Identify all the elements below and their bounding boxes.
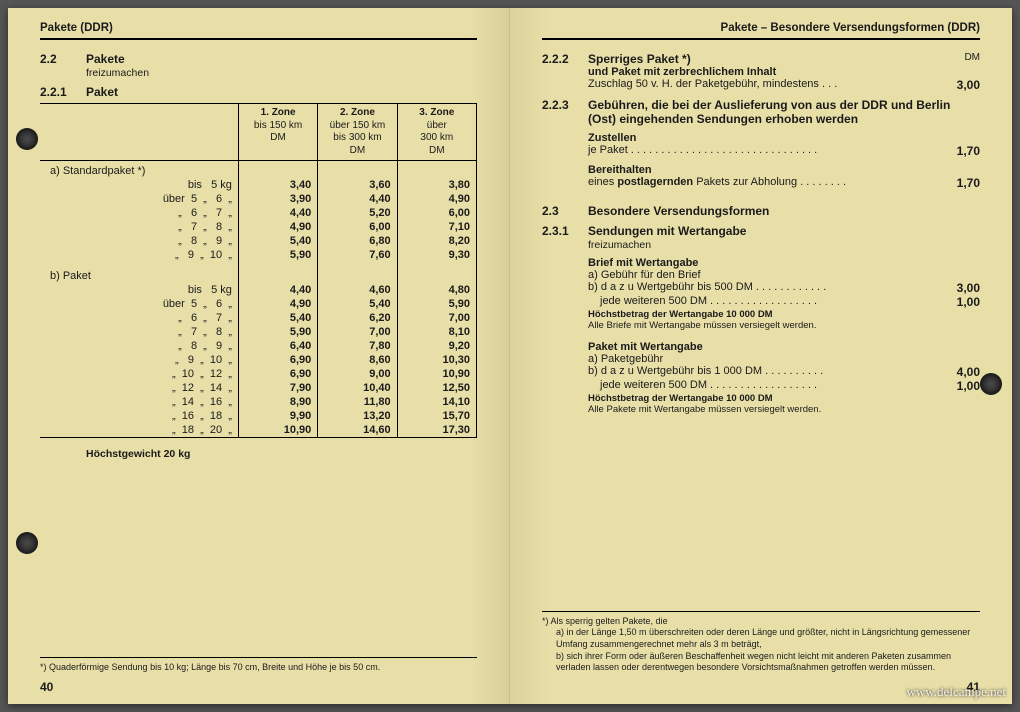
footnote-a: a) in der Länge 1,50 m überschreiten ode… <box>556 627 980 650</box>
book-spread: Pakete (DDR) 2.2 Pakete freizumachen 2.2… <box>8 8 1012 704</box>
section-num: 2.2.1 <box>40 85 86 99</box>
label: Bereithalten <box>588 164 980 176</box>
right-footnote: *) Als sperrig gelten Pakete, die a) in … <box>542 611 980 674</box>
text: b) d a z u Wertgebühr bis 500 DM . . . .… <box>588 281 940 293</box>
footnote-b: b) sich ihrer Form oder äußeren Beschaff… <box>556 651 980 674</box>
price: 1,00 <box>940 295 980 309</box>
price: 3,00 <box>940 281 980 295</box>
line: a) Paketgebühr <box>588 353 980 365</box>
page-right: Pakete – Besondere Versendungsformen (DD… <box>510 8 1012 704</box>
price: 1,70 <box>940 144 980 158</box>
binder-hole <box>16 128 38 150</box>
section-2-2: 2.2 Pakete freizumachen <box>40 52 477 79</box>
price: 1,70 <box>940 176 980 190</box>
footnote-lead: *) Als sperrig gelten Pakete, die <box>542 616 980 628</box>
section-num: 2.2.3 <box>542 98 588 190</box>
left-footnote: *) Quaderförmige Sendung bis 10 kg; Läng… <box>40 657 477 674</box>
section-subtext: freizumachen <box>86 67 477 79</box>
section-2-2-2: 2.2.2 Sperriges Paket *) DM und Paket mi… <box>542 52 980 92</box>
note: Alle Pakete mit Wertangabe müssen versie… <box>588 404 980 415</box>
section-2-2-1: 2.2.1 Paket <box>40 85 477 99</box>
label: Zustellen <box>588 132 980 144</box>
watermark: www.delcampe.net <box>906 684 1006 700</box>
section-2-3-1: 2.3.1 Sendungen mit Wertangabe freizumac… <box>542 224 980 415</box>
text: eines postlagernden Pakets zur Abholung … <box>588 176 846 188</box>
max-weight-note: Höchstgewicht 20 kg <box>86 448 477 460</box>
price: 4,00 <box>940 365 980 379</box>
brief-title: Brief mit Wertangabe <box>588 257 980 269</box>
section-title: Gebühren, die bei der Auslieferung von a… <box>588 98 980 126</box>
note: Höchstbetrag der Wertangabe 10 000 DM <box>588 309 980 320</box>
price: 1,00 <box>940 379 980 393</box>
text: Zuschlag 50 v. H. der Paketgebühr, minde… <box>588 78 940 90</box>
text: jede weiteren 500 DM . . . . . . . . . .… <box>600 379 940 391</box>
binder-hole <box>16 532 38 554</box>
note: Alle Briefe mit Wertangabe müssen versie… <box>588 320 980 331</box>
binder-hole <box>980 373 1002 395</box>
section-title: Sendungen mit Wertangabe <box>588 224 980 238</box>
section-2-2-3: 2.2.3 Gebühren, die bei der Auslieferung… <box>542 98 980 190</box>
dm-label: DM <box>964 52 980 63</box>
page-left: Pakete (DDR) 2.2 Pakete freizumachen 2.2… <box>8 8 510 704</box>
header-title: Pakete (DDR) <box>40 22 113 34</box>
line: a) Gebühr für den Brief <box>588 269 980 281</box>
text: jede weiteren 500 DM . . . . . . . . . .… <box>600 295 940 307</box>
section-title: Sperriges Paket *) <box>588 52 691 66</box>
note: Höchstbetrag der Wertangabe 10 000 DM <box>588 393 980 404</box>
text: b) d a z u Wertgebühr bis 1 000 DM . . .… <box>588 365 940 377</box>
section-title: Paket <box>86 85 477 99</box>
section-2-3: 2.3 Besondere Versendungsformen <box>542 204 980 218</box>
section-num: 2.3 <box>542 204 588 218</box>
section-title: Pakete <box>86 52 477 66</box>
section-num: 2.2 <box>40 52 86 79</box>
price-table: 1. Zonebis 150 kmDM2. Zoneüber 150 kmbis… <box>40 103 477 438</box>
page-number: 40 <box>40 680 53 694</box>
header-title: Pakete – Besondere Versendungsformen (DD… <box>721 22 980 34</box>
price: 3,00 <box>940 78 980 92</box>
section-num: 2.2.2 <box>542 52 588 92</box>
page-header: Pakete (DDR) <box>40 22 477 40</box>
section-title: Besondere Versendungsformen <box>588 204 769 218</box>
section-num: 2.3.1 <box>542 224 588 415</box>
paket-title: Paket mit Wertangabe <box>588 341 980 353</box>
text: je Paket . . . . . . . . . . . . . . . .… <box>588 144 940 156</box>
page-header: Pakete – Besondere Versendungsformen (DD… <box>542 22 980 40</box>
line: und Paket mit zerbrechlichem Inhalt <box>588 66 980 78</box>
subtext: freizumachen <box>588 239 980 251</box>
